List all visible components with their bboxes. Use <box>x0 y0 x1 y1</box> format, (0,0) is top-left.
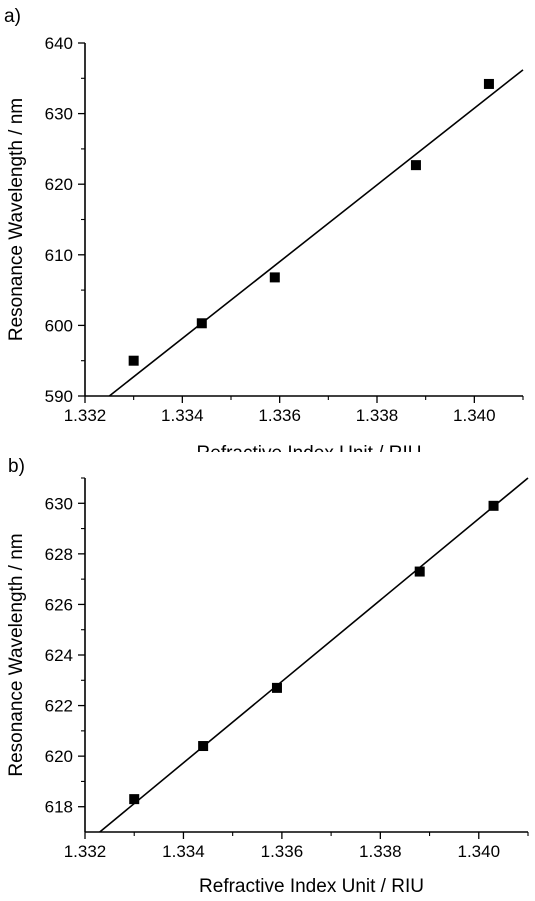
panel-label: b) <box>8 456 25 477</box>
x-tick-label: 1.336 <box>258 406 301 425</box>
chart-a: a) 1.332 1.334 1.336 1.338 1.340 590 600 610 620 6… <box>4 6 524 452</box>
data-point <box>483 78 494 89</box>
y-tick-label: 620 <box>45 747 73 766</box>
y-tick-label: 600 <box>45 316 73 335</box>
y-tick-label: 622 <box>45 697 73 716</box>
data-point <box>198 741 209 752</box>
data-point <box>128 355 139 366</box>
x-tick-label: 1.340 <box>458 842 501 861</box>
x-tick-label: 1.334 <box>161 406 204 425</box>
y-tick-label: 610 <box>45 246 73 265</box>
x-tick-label: 1.334 <box>162 842 205 861</box>
data-point <box>269 272 280 283</box>
y-tick-label: 630 <box>45 494 73 513</box>
y-tick-label: 630 <box>45 105 73 124</box>
data-point <box>196 318 207 329</box>
fit-line <box>108 69 524 396</box>
x-tick-label: 1.340 <box>453 406 496 425</box>
x-tick-label: 1.332 <box>64 842 107 861</box>
x-tick-label: 1.332 <box>64 406 107 425</box>
y-tick-label: 640 <box>45 34 73 53</box>
x-axis-title: Refractive Index Unit / RIU <box>199 876 424 897</box>
data-point <box>410 160 421 171</box>
data-point <box>271 682 282 693</box>
y-axis-title: Resonance Wavelength / nm <box>6 533 27 776</box>
y-tick-label: 624 <box>45 646 73 665</box>
y-tick-label: 590 <box>45 387 73 406</box>
fit-line <box>99 477 529 832</box>
data-point <box>129 794 140 805</box>
y-tick-label: 626 <box>45 595 73 614</box>
panel-label: a) <box>4 6 21 27</box>
x-axis-title: Refractive Index Unit / RIU <box>197 443 422 452</box>
x-tick-label: 1.336 <box>261 842 304 861</box>
y-tick-label: 628 <box>45 545 73 564</box>
y-axis-title: Resonance Wavelength / nm <box>6 98 27 341</box>
y-tick-label: 618 <box>45 798 73 817</box>
x-tick-label: 1.338 <box>359 842 402 861</box>
y-tick-label: 620 <box>45 175 73 194</box>
data-point <box>414 566 425 577</box>
chart-b: b) 1.332 1.334 1.336 1.338 1.340 618 620 622 624 6… <box>6 456 529 897</box>
data-point <box>488 500 499 511</box>
x-tick-label: 1.338 <box>356 406 399 425</box>
